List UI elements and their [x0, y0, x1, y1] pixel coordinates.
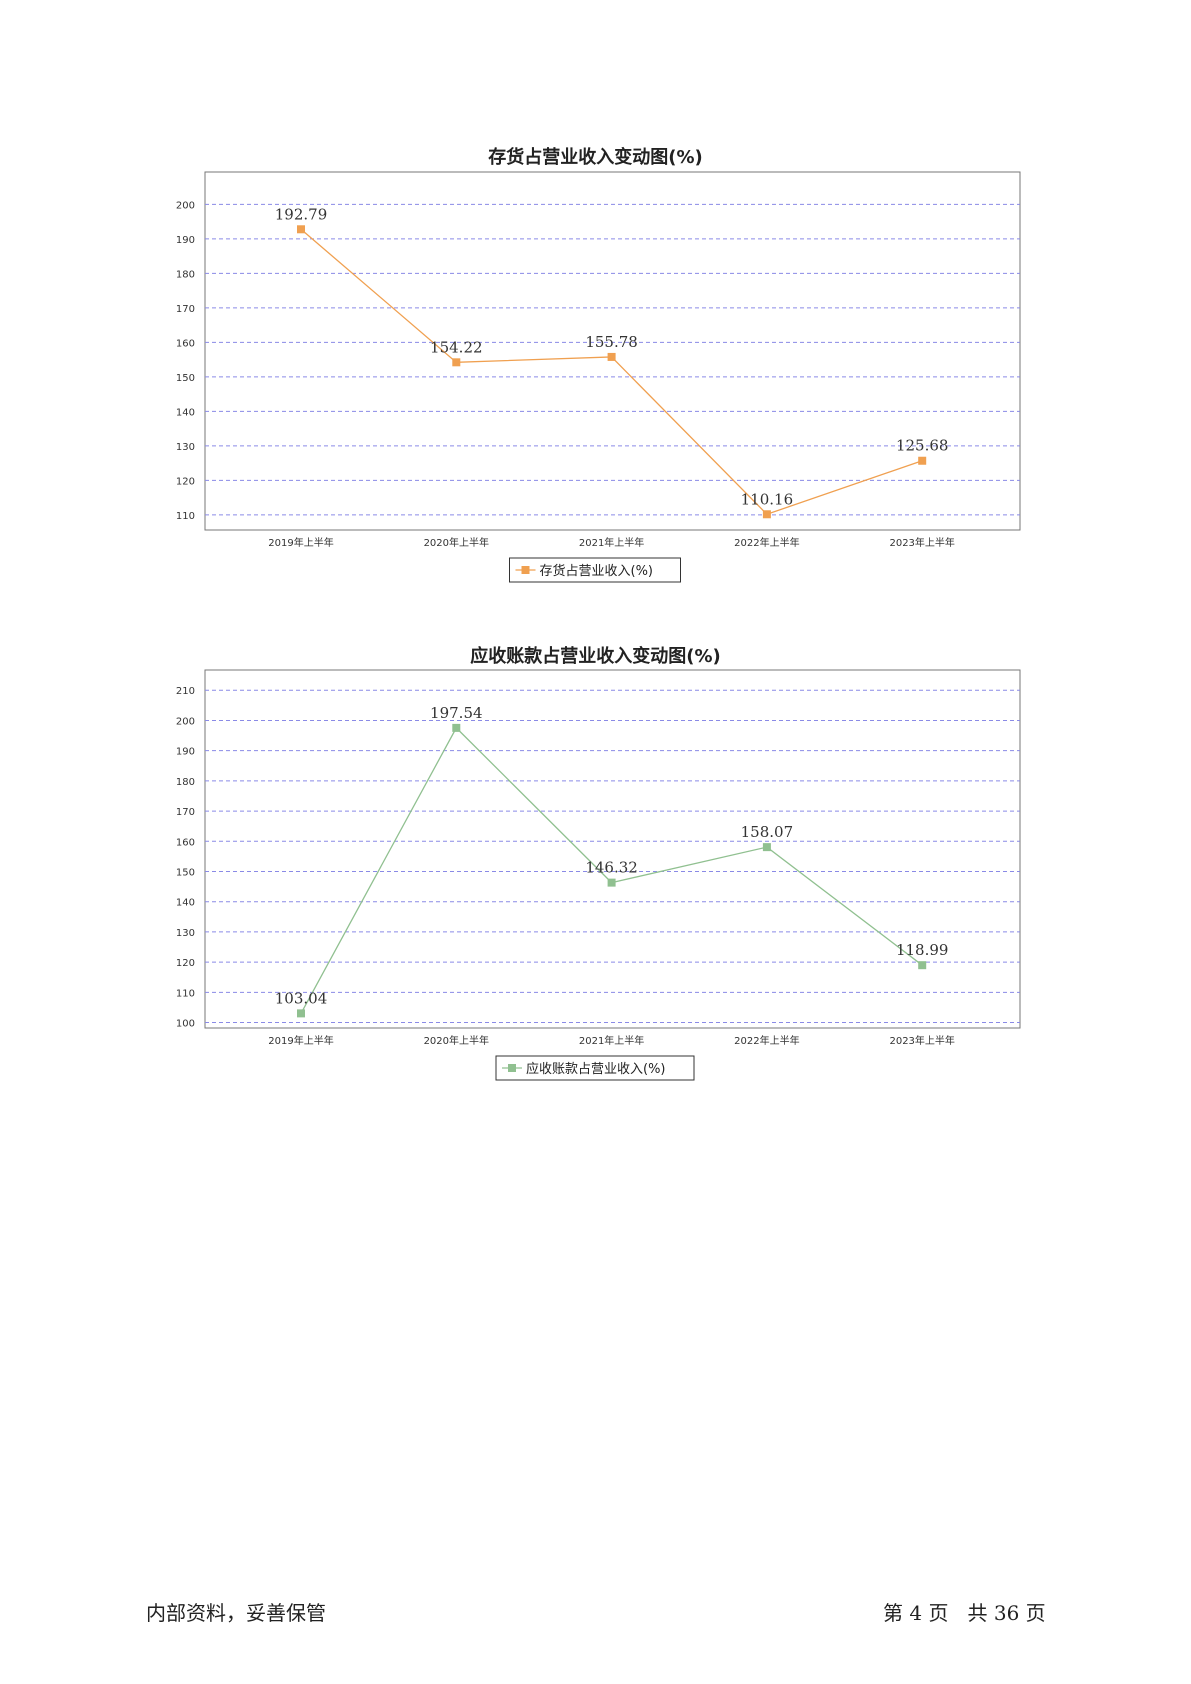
x-tick-label: 2020年上半年	[424, 1034, 489, 1047]
x-tick-label: 2023年上半年	[889, 536, 954, 549]
y-tick-label: 200	[176, 200, 195, 211]
data-point	[297, 1009, 305, 1018]
data-label: 155.78	[585, 333, 638, 351]
data-point	[297, 225, 305, 234]
x-tick-label: 2023年上半年	[889, 1034, 954, 1047]
legend-box	[509, 557, 681, 583]
y-tick-label: 150	[176, 868, 195, 879]
y-tick-label: 160	[176, 338, 195, 349]
y-tick-label: 180	[176, 777, 195, 788]
data-label: 125.68	[896, 437, 949, 455]
chart-title: 存货占营业收入变动图(%)	[488, 147, 703, 168]
inventory-ratio-chart: 110 120 130 140 150 160 170 180 190 200 2019年上半年 20…	[176, 171, 1021, 583]
data-point	[762, 510, 771, 519]
y-tick-label: 180	[176, 269, 195, 280]
plot-area	[204, 669, 1021, 1029]
legend-marker	[521, 566, 530, 574]
legend-label: 存货占营业收入(%)	[540, 563, 654, 579]
data-label: 146.32	[585, 859, 638, 877]
data-label: 192.79	[275, 205, 328, 223]
y-tick-label: 140	[176, 407, 195, 418]
y-tick-label: 170	[176, 304, 195, 315]
x-tick-label: 2019年上半年	[268, 536, 333, 549]
y-tick-label: 190	[176, 747, 195, 758]
x-tick-label: 2022年上半年	[734, 536, 799, 549]
data-point	[607, 878, 616, 887]
data-point	[918, 456, 927, 465]
y-tick-label: 200	[176, 716, 195, 727]
x-tick-label: 2021年上半年	[579, 1034, 644, 1047]
y-tick-label: 120	[176, 476, 195, 487]
data-point	[452, 723, 461, 732]
y-tick-label: 140	[176, 898, 195, 909]
footer-confidential-note: 内部资料，妥善保管	[146, 1601, 326, 1625]
legend-marker	[508, 1064, 516, 1072]
data-point	[607, 352, 616, 361]
y-tick-label: 100	[176, 1019, 195, 1030]
data-label: 110.16	[741, 490, 794, 508]
data-label: 103.04	[275, 989, 328, 1007]
y-tick-label: 150	[176, 373, 195, 384]
x-tick-label: 2022年上半年	[734, 1034, 799, 1047]
data-label: 197.54	[430, 704, 483, 722]
data-point	[452, 358, 461, 367]
data-label: 118.99	[896, 941, 949, 959]
y-tick-label: 190	[176, 235, 195, 246]
y-tick-label: 170	[176, 807, 195, 818]
plot-area	[204, 171, 1021, 531]
y-tick-label: 130	[176, 928, 195, 939]
legend-label: 应收账款占营业收入(%)	[526, 1061, 666, 1077]
y-tick-label: 160	[176, 837, 195, 848]
chart-title: 应收账款占营业收入变动图(%)	[470, 646, 721, 667]
y-tick-label: 110	[176, 511, 195, 522]
data-label: 154.22	[430, 338, 483, 356]
footer-page-number: 第 4 页 共 36 页	[883, 1601, 1046, 1625]
y-tick-label: 120	[176, 958, 195, 969]
x-tick-label: 2020年上半年	[424, 536, 489, 549]
receivables-ratio-chart: 100 110 120 130 140 150 160 170 180 190 200 210 2019…	[176, 669, 1021, 1081]
data-label: 158.07	[741, 823, 794, 841]
data-point	[918, 961, 927, 970]
x-tick-label: 2019年上半年	[268, 1034, 333, 1047]
y-tick-label: 110	[176, 988, 195, 999]
y-tick-label: 210	[176, 686, 195, 697]
data-point	[762, 843, 771, 852]
legend-box	[495, 1055, 695, 1081]
x-tick-label: 2021年上半年	[579, 536, 644, 549]
y-tick-label: 130	[176, 442, 195, 453]
